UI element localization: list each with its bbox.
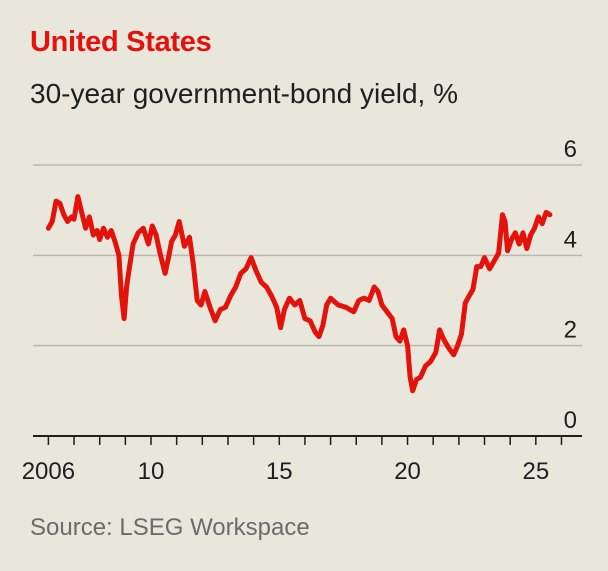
y-tick-label: 6: [564, 136, 577, 163]
y-tick-label: 2: [564, 317, 577, 344]
line-chart: 0 2 4 6 2006 10 15 20 25: [22, 136, 582, 485]
y-tick-label: 4: [564, 226, 577, 253]
x-tick-label: 15: [266, 458, 293, 485]
x-tick-label: 25: [522, 458, 549, 485]
chart-title: United States: [30, 26, 212, 58]
x-tick-label: 2006: [22, 458, 75, 485]
chart-subtitle: 30-year government-bond yield, %: [30, 78, 459, 109]
source-note: Source: LSEG Workspace: [30, 514, 310, 541]
x-tick-label: 20: [394, 458, 421, 485]
y-tick-label: 0: [564, 407, 577, 434]
x-tick-label: 10: [138, 458, 165, 485]
series-line-0: [45, 194, 553, 394]
